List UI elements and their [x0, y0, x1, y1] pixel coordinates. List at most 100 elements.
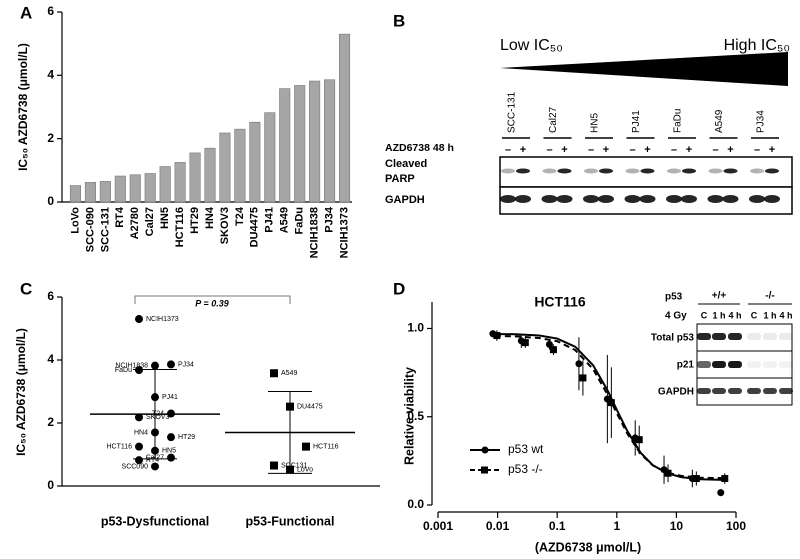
band: [779, 388, 793, 394]
treatment-sign: –: [754, 144, 760, 156]
point: [135, 456, 143, 465]
cell-line: PJ34: [756, 110, 767, 133]
point: [151, 361, 159, 370]
x-tick-label: LoVo: [69, 207, 81, 234]
band: [712, 333, 726, 340]
band: [500, 195, 516, 203]
band: [707, 195, 724, 203]
bar: [204, 147, 216, 203]
y-tick-label: 6: [47, 4, 54, 18]
treatment-sign: +: [686, 144, 692, 156]
x-tick-label: 100: [726, 519, 746, 533]
band: [728, 361, 742, 368]
band: [697, 333, 711, 340]
bar: [264, 112, 276, 203]
band: [501, 168, 515, 174]
point-label: NCIH1373: [146, 316, 179, 323]
bar: [338, 33, 351, 203]
x-tick-label: SKOV3: [219, 207, 231, 244]
blot-box: [696, 377, 793, 406]
y-tick-label: 0.5: [407, 409, 424, 423]
point: [151, 446, 159, 455]
point-label: HN4: [134, 429, 148, 436]
low-ic50: Low IC₅₀: [500, 37, 563, 54]
band: [640, 168, 655, 174]
point: [270, 461, 278, 470]
y-axis-label: IC₅₀ AZD6738 (μmol/L): [16, 43, 30, 171]
point-label: LoVo: [297, 466, 313, 473]
bar: [99, 181, 111, 203]
point-label: Cal27: [146, 454, 164, 461]
x-tick-label: NCIH1373: [338, 207, 350, 258]
legend-marker: [481, 446, 489, 454]
y-tick-label: 0.0: [407, 497, 424, 511]
point: [286, 465, 294, 474]
point: [167, 453, 175, 462]
treatment-sign: +: [520, 144, 526, 156]
point: [607, 399, 615, 407]
band: [722, 195, 739, 203]
x-tick-label: p53-Functional: [246, 514, 335, 528]
point: [575, 360, 583, 368]
cell-line: SCC-131: [507, 91, 518, 133]
treatment-sign: +: [727, 144, 733, 156]
point-label: A549: [281, 370, 297, 377]
band: [779, 333, 793, 340]
cell-line: FaDu: [673, 109, 684, 133]
point-label: FaDu: [115, 367, 132, 374]
y-tick-label: 4: [47, 352, 54, 366]
band: [728, 388, 742, 394]
band: [763, 361, 777, 368]
row-label: GAPDH: [658, 387, 694, 398]
x-tick-label: 0.1: [549, 519, 566, 533]
x-tick-label: 10: [670, 519, 684, 533]
genotype: -/-: [765, 291, 774, 302]
bar: [234, 128, 246, 203]
band: [750, 168, 764, 174]
point-label: SCC090: [122, 463, 149, 470]
band: [516, 168, 530, 174]
band: [557, 168, 572, 174]
panel-label: C: [20, 279, 32, 298]
legend-label: p53 -/-: [508, 462, 543, 476]
bar: [249, 121, 261, 203]
point: [635, 436, 643, 444]
bar: [189, 152, 201, 203]
x-tick-label: p53-Dysfunctional: [101, 514, 209, 528]
p-value: P = 0.39: [195, 298, 228, 308]
treatment-sign: –: [629, 144, 635, 156]
band: [712, 388, 726, 394]
bar: [294, 85, 306, 203]
treatment-sign: –: [505, 144, 511, 156]
point: [151, 393, 159, 402]
x-tick-label: HN4: [204, 206, 216, 229]
band: [625, 168, 640, 174]
bar: [114, 175, 126, 203]
x-axis-label: (AZD6738 μmol/L): [535, 540, 641, 554]
inset-label: 4 Gy: [665, 311, 687, 322]
treatment-sign: –: [671, 144, 677, 156]
band: [708, 168, 723, 174]
band: [697, 388, 711, 394]
treatment-sign: +: [561, 144, 567, 156]
x-tick-label: Cal27: [144, 207, 156, 236]
x-tick-label: T24: [234, 206, 246, 226]
point-label: RT4: [146, 457, 159, 464]
treatment-sign: +: [769, 144, 775, 156]
bar: [69, 185, 82, 203]
band: [763, 388, 777, 394]
row-label: PARP: [385, 173, 415, 185]
cell-line: Cal27: [548, 106, 559, 133]
x-tick-label: HT29: [189, 207, 201, 234]
y-tick-label: 0: [47, 478, 54, 492]
point: [151, 428, 159, 437]
band: [542, 168, 557, 174]
timepoint: C: [751, 310, 758, 320]
band: [515, 195, 531, 203]
point-label: SCC131: [281, 462, 308, 469]
point-label: SKOV3: [146, 414, 169, 421]
point-label: T24: [152, 410, 164, 417]
row-label: Total p53: [651, 333, 695, 344]
gradient-wedge: [500, 52, 788, 86]
band: [598, 195, 614, 203]
